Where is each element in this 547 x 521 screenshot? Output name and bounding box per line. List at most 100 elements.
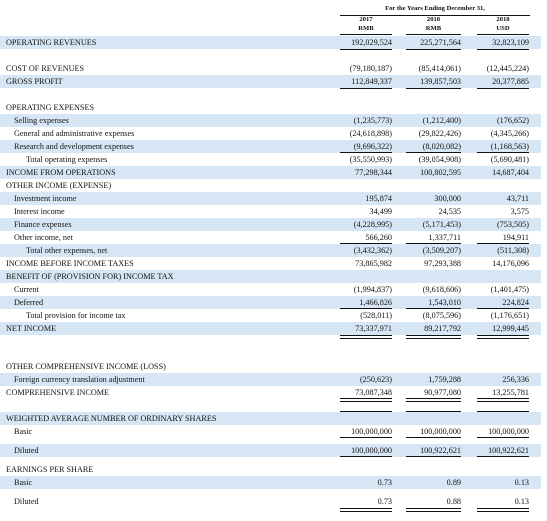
row-value-col-0: 100,000,000 [351, 427, 392, 436]
statement-row-other-comprehensive-income-loss: OTHER COMPREHENSIVE INCOME (LOSS) [0, 360, 541, 373]
row-value-col-0: 73,337,971 [355, 324, 392, 333]
row-label: OPERATING REVENUES [6, 38, 97, 47]
row-value-col-1: 1,759,288 [428, 375, 461, 384]
row-label: Deferred [14, 298, 44, 307]
row-value-col-1: (9,618,606) [422, 285, 461, 294]
statement-row-total-other-expenses-net: Total other expenses, net (3,432,362) (3,5… [0, 244, 541, 257]
underline-0-col-0 [340, 49, 392, 50]
statement-row-net-income: NET INCOME 73,337,971 89,217,792 12,999,445 [0, 322, 541, 335]
statement-row-comprehensive-income: COMPREHENSIVE INCOME 73,087,348 90,977,080… [0, 386, 541, 399]
row-value-col-2: (753,505) [496, 220, 529, 229]
row-value-col-1: 100,000,000 [420, 427, 461, 436]
row-label: EARNINGS PER SHARE [6, 465, 94, 474]
underline-1-col-1 [406, 88, 461, 89]
double-underline-10-col-2 [477, 508, 529, 512]
row-value-col-1: 89,217,792 [424, 324, 461, 333]
statement-row-other-income-net: Other income, net 566,260 1,337,711 194,911 [0, 231, 541, 244]
row-value-col-1: (1,212,400) [422, 116, 461, 125]
statement-row-selling-expenses: Selling expenses (1,235,773) (1,212,400) (1… [0, 114, 541, 127]
row-value-col-2: 100,922,621 [488, 446, 529, 455]
row-value-col-2: 32,823,109 [492, 38, 529, 47]
row-value-col-1: 1,337,711 [428, 233, 461, 242]
row-label: Basic [14, 427, 33, 436]
row-value-col-0: (1,235,773) [353, 116, 392, 125]
underline-9-col-0 [340, 456, 392, 457]
row-value-col-0: 192,029,524 [351, 38, 392, 47]
row-value-col-1: 100,922,621 [420, 446, 461, 455]
row-value-col-0: (35,550,993) [349, 155, 392, 164]
statement-row-total-provision-for-income-tax: Total provision for income tax (528,011) (… [0, 309, 541, 322]
row-value-col-1: (29,822,426) [418, 129, 461, 138]
col-year-0: 2017 [359, 16, 373, 23]
statement-row-foreign-currency-translation-adjustment: Foreign currency translation adjustment (… [0, 373, 541, 386]
row-value-col-1: 97,293,388 [424, 259, 461, 268]
row-label: Interest income [14, 207, 65, 216]
row-label: Selling expenses [14, 116, 69, 125]
row-value-col-0: 77,298,344 [355, 168, 392, 177]
row-value-col-0: 0.73 [377, 478, 392, 487]
underline-4-col-1 [406, 308, 461, 309]
underline-2-col-1 [406, 152, 461, 153]
statement-row-research-and-development-expenses: Research and development expenses (9,696,… [0, 140, 541, 153]
underline-0-col-2 [477, 49, 529, 50]
row-label: Total provision for income tax [26, 311, 126, 320]
statement-row-total-operating-expenses: Total operating expenses (35,550,993) (39,… [0, 153, 541, 166]
statement-row-basic: Basic 100,000,000 100,000,000 100,000,000 [0, 425, 541, 438]
col-year-2: 2018 [496, 16, 510, 23]
col-currency-1: RMB [425, 25, 442, 32]
row-value-col-0: 34,499 [369, 207, 392, 216]
underline-7-col-2 [477, 411, 529, 412]
double-underline-5-col-1 [406, 335, 461, 339]
row-value-col-1: 1,543,010 [428, 298, 461, 307]
row-label: Basic [14, 478, 33, 487]
row-label: OPERATING EXPENSES [6, 103, 95, 112]
col-header-underline-1 [406, 34, 461, 35]
row-value-col-2: 0.13 [514, 497, 529, 506]
row-value-col-1: (8,020,082) [422, 142, 461, 151]
row-value-col-1: (5,171,453) [422, 220, 461, 229]
row-value-col-0: (528,011) [360, 311, 392, 320]
statement-row-income-from-operations: INCOME FROM OPERATIONS 77,298,344 100,802,… [0, 166, 541, 179]
col-header-underline-2 [477, 34, 529, 35]
row-value-col-1: (85,414,061) [418, 64, 461, 73]
statement-row-weighted-average-number-of-ordinary-shares: WEIGHTED AVERAGE NUMBER OF ORDINARY SHAR… [0, 412, 541, 425]
statement-row-cost-of-revenues: COST OF REVENUES (79,180,187) (85,414,061)… [0, 62, 541, 75]
row-value-col-2: 43,711 [506, 194, 529, 203]
double-underline-5-col-2 [477, 335, 529, 339]
underline-2-col-2 [477, 152, 529, 153]
row-value-col-0: 195,874 [365, 194, 392, 203]
statement-row-interest-income: Interest income 34,499 24,535 3,575 [0, 205, 541, 218]
row-value-col-0: 100,000,000 [351, 446, 392, 455]
statement-row-diluted: Diluted 0.73 0.88 0.13 [0, 495, 541, 508]
row-value-col-1: (8,075,596) [422, 311, 461, 320]
row-label: Investment income [14, 194, 77, 203]
row-value-col-1: 0.88 [446, 497, 461, 506]
underline-1-col-0 [340, 88, 392, 89]
underline-4-col-0 [340, 308, 392, 309]
row-label: Research and development expenses [14, 142, 134, 151]
row-label: OTHER COMPREHENSIVE INCOME (LOSS) [6, 362, 166, 371]
row-value-col-1: (3,509,207) [422, 246, 461, 255]
double-underline-6-col-0 [340, 398, 392, 402]
row-value-col-2: 13,255,781 [492, 388, 529, 397]
underline-4-col-2 [477, 308, 529, 309]
row-value-col-2: 12,999,445 [492, 324, 529, 333]
statement-row-benefit-of-provision-for-income-tax: BENEFIT OF (PROVISION FOR) INCOME TAX [0, 270, 541, 283]
statement-row-operating-revenues: OPERATING REVENUES 192,029,524 225,271,564… [0, 36, 541, 49]
statement-row-diluted: Diluted 100,000,000 100,922,621 100,922,621 [0, 444, 541, 457]
row-value-col-1: 90,977,080 [424, 388, 461, 397]
row-value-col-1: 0.89 [446, 478, 461, 487]
row-label: COST OF REVENUES [6, 64, 85, 73]
row-value-col-0: 1,466,826 [359, 298, 392, 307]
row-label: WEIGHTED AVERAGE NUMBER OF ORDINARY SHAR… [6, 414, 217, 423]
underline-8-col-2 [477, 437, 529, 438]
underline-3-col-2 [477, 243, 529, 244]
row-value-col-2: (176,652) [496, 116, 529, 125]
col-currency-2: USD [496, 25, 510, 32]
col-year-1: 2018 [426, 16, 441, 23]
row-value-col-0: (9,696,322) [353, 142, 392, 151]
row-value-col-2: 3,575 [510, 207, 529, 216]
row-value-col-2: 224,824 [502, 298, 529, 307]
row-label: Current [14, 285, 40, 294]
row-label: Total other expenses, net [26, 246, 108, 255]
